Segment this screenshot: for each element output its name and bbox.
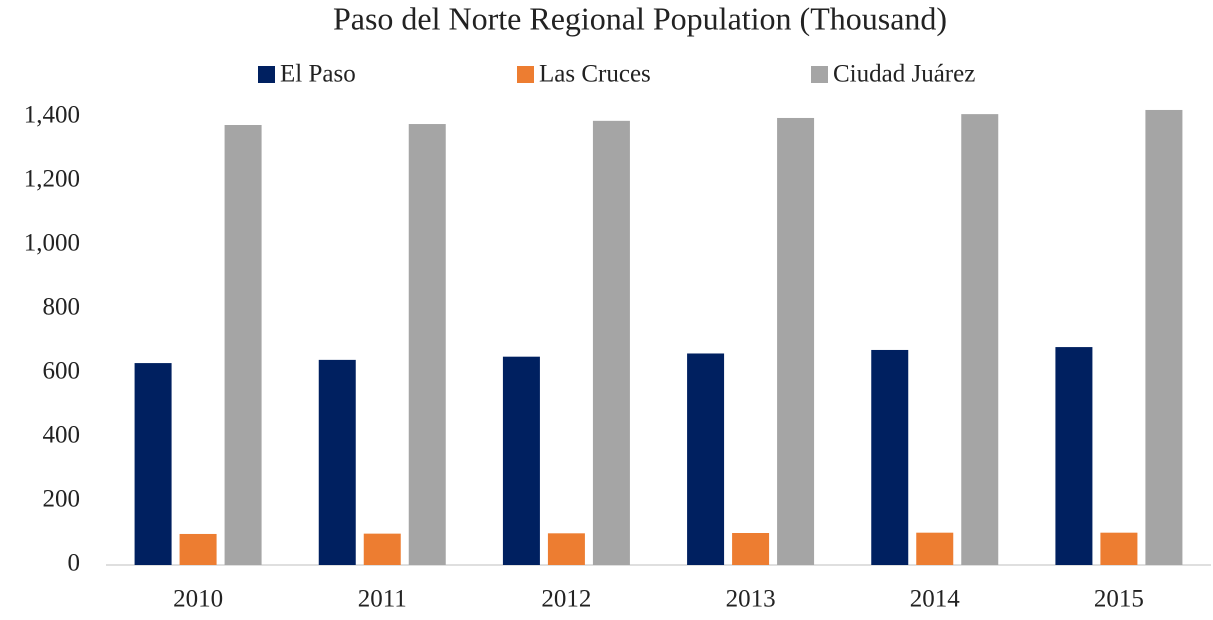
bar xyxy=(547,533,585,565)
x-tick-label: 2010 xyxy=(173,586,223,613)
legend-label: Ciudad Juárez xyxy=(833,61,975,88)
bar xyxy=(1055,347,1093,565)
bar xyxy=(777,117,815,566)
bar xyxy=(134,363,172,565)
bar xyxy=(1145,109,1183,566)
bar xyxy=(961,114,999,566)
chart-title: Paso del Norte Regional Population (Thou… xyxy=(333,0,947,36)
bar xyxy=(224,125,262,565)
bar xyxy=(916,532,954,565)
bar xyxy=(1100,532,1138,565)
y-tick-label: 600 xyxy=(43,358,81,385)
bar xyxy=(732,533,770,565)
x-tick-label: 2013 xyxy=(726,586,776,613)
bar xyxy=(502,356,540,565)
y-tick-label: 0 xyxy=(68,550,81,577)
x-tick-label: 2014 xyxy=(910,586,961,613)
bar xyxy=(408,124,446,565)
legend-label: El Paso xyxy=(280,61,356,88)
y-tick-label: 200 xyxy=(43,486,81,513)
y-tick-label: 400 xyxy=(43,422,81,449)
bar xyxy=(363,533,401,565)
legend-label: Las Cruces xyxy=(539,61,651,88)
bar xyxy=(871,349,909,565)
y-tick-label: 1,000 xyxy=(24,230,80,257)
y-tick-label: 1,200 xyxy=(24,166,80,193)
bar xyxy=(318,359,356,565)
legend-swatch xyxy=(517,66,534,83)
x-tick-label: 2012 xyxy=(541,586,591,613)
x-tick-label: 2011 xyxy=(358,586,407,613)
x-tick-label: 2015 xyxy=(1094,586,1144,613)
legend-swatch xyxy=(258,66,275,83)
bar xyxy=(179,533,217,565)
legend-swatch xyxy=(811,66,828,83)
y-tick-label: 1,400 xyxy=(24,102,80,129)
y-tick-label: 800 xyxy=(43,294,81,321)
bar xyxy=(687,353,725,565)
bar xyxy=(592,120,630,565)
